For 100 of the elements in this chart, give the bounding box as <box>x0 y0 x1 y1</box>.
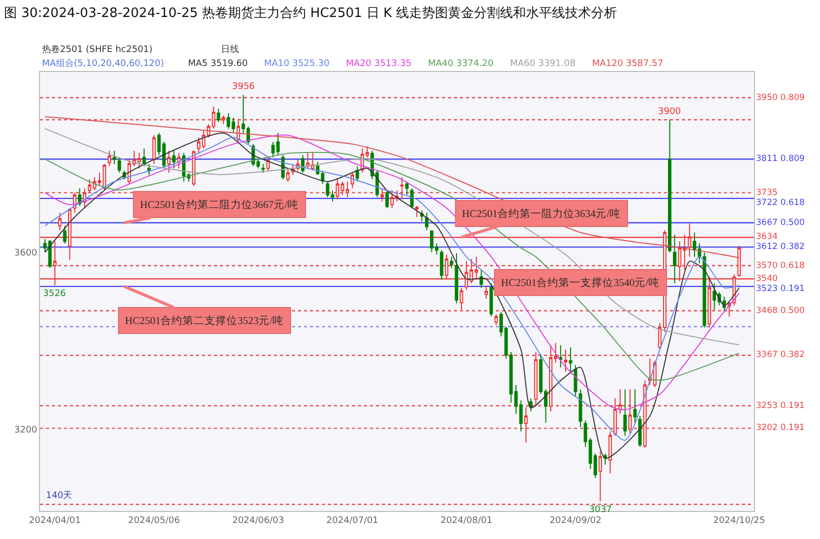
candlestick <box>529 398 533 412</box>
ref-line-label: 3634 <box>756 232 778 242</box>
text: MA5 3519.60 <box>188 59 248 69</box>
x-tick-label: 2024/08/01 <box>440 516 492 526</box>
candlestick <box>672 234 676 284</box>
candlestick <box>628 388 632 434</box>
ref-line-label: 3253 0.191 <box>756 401 805 411</box>
candlestick <box>261 163 265 174</box>
candlestick <box>623 388 627 436</box>
candlestick <box>415 205 419 218</box>
candlestick <box>177 152 181 169</box>
candlestick <box>638 415 642 448</box>
text: MA10 3525.30 <box>264 59 330 69</box>
candlestick <box>484 285 488 300</box>
candlestick <box>598 450 602 502</box>
candlestick <box>737 245 741 278</box>
candlestick <box>608 430 612 474</box>
candlestick <box>286 168 290 182</box>
ref-line-label: 3811 0.809 <box>756 154 805 164</box>
text: MA120 3587.57 <box>592 59 664 69</box>
candlestick <box>350 172 354 189</box>
candlestick <box>534 351 538 406</box>
x-tick-label: 2024/06/03 <box>232 516 284 526</box>
ref-line-label: 3950 0.809 <box>756 93 805 103</box>
candlestick <box>380 188 384 202</box>
candlestick <box>668 119 672 253</box>
text: MA60 3391.08 <box>510 59 576 69</box>
ref-line-label: 3570 0.618 <box>756 261 805 271</box>
candlestick <box>558 344 562 368</box>
candlestick <box>480 270 484 288</box>
candlestick <box>405 181 409 196</box>
candlestick <box>63 225 67 244</box>
line-series <box>44 128 740 346</box>
candlestick <box>236 118 240 142</box>
ref-line-label: 3612 0.382 <box>756 242 805 252</box>
line-series <box>44 152 740 381</box>
candlestick <box>702 252 706 328</box>
candlestick <box>301 154 305 174</box>
candlestick <box>142 148 146 167</box>
annotation: 3037 <box>589 505 612 515</box>
candlestick <box>167 150 171 174</box>
candlestick <box>216 108 220 122</box>
candlestick <box>688 223 692 258</box>
x-tick-label: 2024/04/01 <box>28 516 81 526</box>
candlestick <box>460 287 464 310</box>
annotation: 3956 <box>232 82 256 92</box>
annotation: HC2501合约第一阻力位3634元/吨 <box>462 207 621 220</box>
y-tick-label: 3600 <box>14 248 38 259</box>
text: 日线 <box>221 44 239 55</box>
candlestick <box>58 212 62 231</box>
line-series <box>44 116 740 258</box>
ref-line-label: 3468 0.500 <box>756 306 805 316</box>
candlestick <box>604 453 607 466</box>
candlestick <box>440 250 444 280</box>
candlestick <box>444 254 448 279</box>
ref-line-label: 3735 <box>756 188 778 198</box>
annotation: HC2501合约第一支撑位3540元/吨 <box>501 276 660 289</box>
candlestick <box>172 150 176 169</box>
candlestick <box>118 156 122 174</box>
x-tick-label: 2024/05/06 <box>128 516 180 526</box>
ref-line-label: 3523 0.191 <box>756 284 805 294</box>
text: MA20 3513.35 <box>346 59 412 69</box>
candlestick <box>112 150 116 164</box>
ref-line-label: 3367 0.382 <box>756 350 805 360</box>
candlestick <box>108 150 112 167</box>
candlestick <box>152 134 156 164</box>
y-tick-label: 3200 <box>14 425 38 436</box>
chart-title: 图 30:2024-03-28-2024-10-25 热卷期货主力合约 HC2501 日 K 线走势图黄金分割线和水平线技术分析 <box>4 5 618 22</box>
ref-line-label: 3722 0.618 <box>756 198 805 208</box>
text: 热卷2501 (SHFE hc2501) <box>42 44 153 55</box>
candlestick <box>147 163 151 176</box>
candlestick <box>385 190 389 209</box>
x-tick-label: 2024/09/02 <box>550 516 602 526</box>
annotation: 3526 <box>43 289 66 299</box>
ref-line-label: 3667 0.500 <box>756 218 805 228</box>
text: MA组合(5,10,20,40,60,120) <box>42 58 164 69</box>
candlestick <box>643 380 647 448</box>
x-tick-label: 2024/07/01 <box>326 516 378 526</box>
annotation: HC2501合约第二阻力位3667元/吨 <box>140 198 299 211</box>
candlestick <box>494 314 498 326</box>
candlestick <box>222 114 226 125</box>
candlestick <box>266 156 270 172</box>
annotation: 140天 <box>46 490 72 501</box>
candlestick <box>633 388 637 424</box>
candlestick <box>722 296 726 313</box>
candlestick <box>400 176 404 200</box>
ref-line-label: 3540 <box>756 274 778 284</box>
candlestick <box>568 346 572 372</box>
x-tick-label: 2024/10/25 <box>713 516 766 526</box>
text: MA40 3374.20 <box>428 59 494 69</box>
candlestick <box>356 166 360 182</box>
annotation: 3900 <box>658 107 682 117</box>
candlestick <box>410 188 414 209</box>
candlestick <box>53 240 57 286</box>
candlestick <box>489 282 493 317</box>
candlestick <box>578 388 582 428</box>
candlestick <box>524 406 528 443</box>
candlestick <box>708 276 712 328</box>
candlestick <box>425 212 428 231</box>
annotation: HC2501合约第二支撑位3523元/吨 <box>125 314 284 327</box>
